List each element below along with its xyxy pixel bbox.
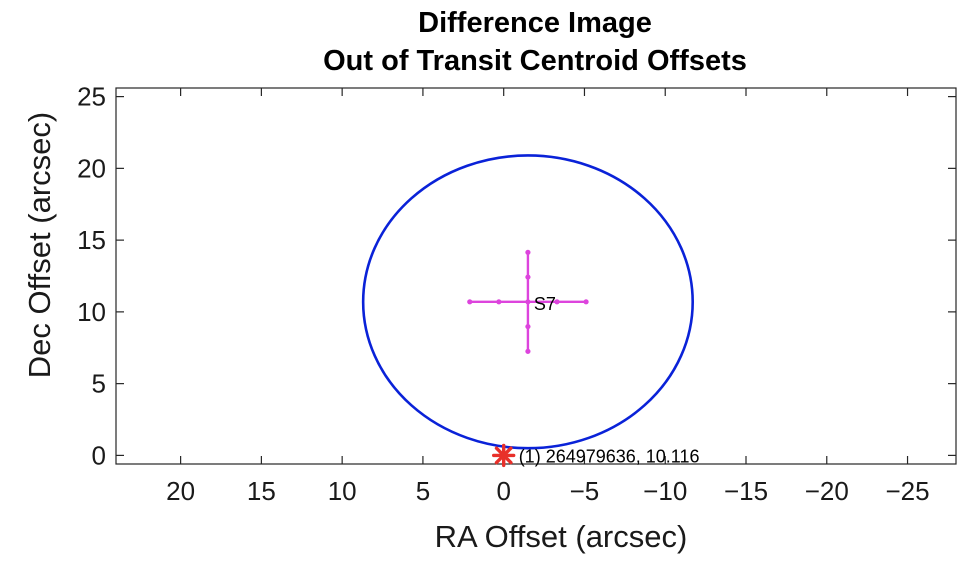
x-axis-ticks: 20 15 10 5 0 −5 −10 −15 −20 −25 [166,88,930,506]
centroid-errorbar-cap [554,299,560,305]
x-tick-label: 5 [416,476,430,506]
centroid-errorbar-cap [467,299,473,305]
plot-area [115,87,957,465]
x-tick-label: −15 [724,476,768,506]
error-circle [361,154,694,450]
target-marker-stroke [494,446,513,465]
y-tick-label: 0 [92,440,106,470]
chart-marks: S7 (1) 264979636, 10.116 [361,154,700,468]
y-tick-label: 25 [77,82,106,112]
x-tick-label: −20 [805,476,849,506]
x-tick-label: −5 [570,476,600,506]
chart-title-line-1: Difference Image [418,7,652,39]
centroid-errorbar-cap [525,249,531,255]
centroid-errorbar-cap [496,299,502,305]
centroid-errorbar-cap [583,299,589,305]
centroid-errorbar-cap [525,323,531,330]
target-label: (1) 264979636, 10.116 [519,446,700,466]
centroid-errorbar-cap [525,348,531,354]
centroid-label: S7 [534,294,556,314]
centroid-errorbar-cap [525,299,531,305]
target-marker [491,443,516,468]
y-axis-label: Dec Offset (arcsec) [22,112,57,378]
x-axis-label: RA Offset (arcsec) [435,519,688,554]
x-tick-label: 0 [496,476,510,506]
y-tick-label: 20 [77,153,106,183]
y-tick-label: 10 [77,297,106,327]
x-tick-label: 20 [166,476,195,506]
x-tick-label: 10 [328,476,357,506]
y-axis-ticks: 0 5 10 15 20 25 [77,82,956,470]
x-tick-label: −10 [643,476,687,506]
centroid-errorbar-cap [525,274,531,280]
x-tick-label: −25 [885,476,929,506]
x-tick-label: 15 [247,476,276,506]
y-tick-label: 5 [92,369,106,399]
y-tick-label: 15 [77,225,106,255]
chart-title-line-2: Out of Transit Centroid Offsets [323,45,747,77]
